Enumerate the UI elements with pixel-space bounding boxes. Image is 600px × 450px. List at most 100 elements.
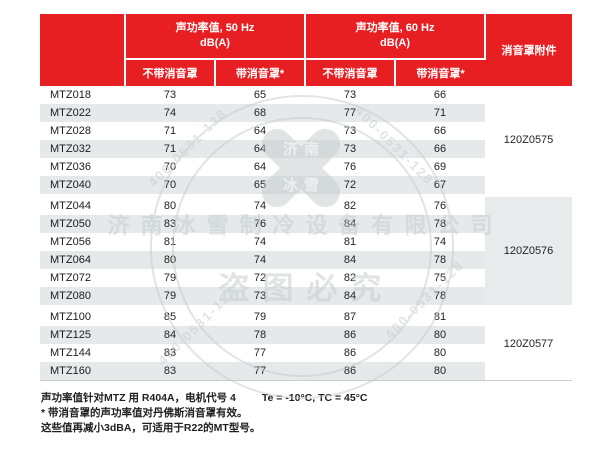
model-cell: MTZ050 xyxy=(40,215,125,233)
value-cell: 66 xyxy=(433,125,447,137)
subheader-60hz-with-hood: 带消音罩* xyxy=(395,59,486,86)
value-cell: 79 xyxy=(163,272,177,284)
group-gap xyxy=(40,305,573,308)
value-cell: 81 xyxy=(163,236,177,248)
header-row-groups: 声功率值, 50 Hz dB(A) 声功率值, 60 Hz dB(A) 消音罩附… xyxy=(40,14,573,86)
footnote-conditions: Te = -10°C, TC = 45°C xyxy=(261,392,368,404)
value-cell: 83 xyxy=(163,347,177,359)
header-60hz-unit: dB(A) xyxy=(380,37,410,49)
model-cell: MTZ028 xyxy=(50,125,91,137)
header-row-subcolumns: 不带消音罩 带消音罩* 不带消音罩 带消音罩* xyxy=(40,59,572,86)
footnote-line-1: 声功率值针对MTZ 用 R404A，电机代号 4 Te = -10°C, TC … xyxy=(41,391,581,406)
model-cell: MTZ036 xyxy=(50,161,91,173)
table-row: MTZ050 83 76 84 78 xyxy=(40,215,572,233)
model-cell: MTZ040 xyxy=(40,176,125,194)
table-row: MTZ100 85 79 87 81 120Z0577 xyxy=(40,308,573,381)
value-cell: 64 xyxy=(215,140,306,158)
model-cell: MTZ044 xyxy=(50,200,91,212)
value-cell: 84 xyxy=(305,251,396,269)
model-cell: MTZ160 xyxy=(40,362,125,381)
footnote-line-3: 这些值再减小3dBA，可适用于R22的MT型号。 xyxy=(41,422,261,434)
value-cell: 80 xyxy=(163,200,177,212)
header-50hz-unit: dB(A) xyxy=(200,37,230,49)
value-cell: 84 xyxy=(305,215,396,233)
table-body: MTZ018 73 65 73 66 120Z0575 MTZ022 74 68 77 71 MTZ0… xyxy=(40,86,573,381)
model-cell: MTZ018 xyxy=(50,89,91,101)
value-cell: 74 xyxy=(433,236,447,248)
value-cell: 78 xyxy=(395,215,486,233)
value-cell: 66 xyxy=(433,89,447,101)
value-cell: 73 xyxy=(163,89,177,101)
value-cell: 74 xyxy=(215,251,306,269)
value-cell: 81 xyxy=(343,236,357,248)
value-cell: 79 xyxy=(125,287,215,305)
value-cell: 86 xyxy=(305,362,396,381)
value-cell: 76 xyxy=(433,200,447,212)
footnote-line-2: * 带消音罩的声功率值对丹佛斯消音罩有效。 xyxy=(41,407,248,419)
value-cell: 76 xyxy=(343,161,357,173)
value-cell: 72 xyxy=(305,176,396,194)
model-cell: MTZ032 xyxy=(40,140,125,158)
value-cell: 71 xyxy=(163,125,177,137)
value-cell: 68 xyxy=(215,104,306,122)
value-cell: 82 xyxy=(343,272,357,284)
footnotes: 声功率值针对MTZ 用 R404A，电机代号 4 Te = -10°C, TC … xyxy=(41,391,581,436)
value-cell: 76 xyxy=(215,215,306,233)
header-corner-cell xyxy=(40,14,126,86)
model-cell: MTZ064 xyxy=(40,251,125,269)
value-cell: 84 xyxy=(305,287,396,305)
model-cell: MTZ056 xyxy=(50,236,91,248)
table-header: 声功率值, 50 Hz dB(A) 声功率值, 60 Hz dB(A) 消音罩附… xyxy=(40,14,573,86)
value-cell: 85 xyxy=(163,311,177,323)
model-cell: MTZ100 xyxy=(50,311,91,323)
attachment-code-cell: 120Z0576 xyxy=(485,197,573,305)
value-cell: 73 xyxy=(305,140,396,158)
value-cell: 83 xyxy=(125,362,215,381)
value-cell: 80 xyxy=(125,251,215,269)
value-cell: 86 xyxy=(343,347,357,359)
value-cell: 77 xyxy=(253,347,267,359)
table-row: MTZ080 79 73 84 78 xyxy=(40,287,572,305)
value-cell: 77 xyxy=(215,362,306,381)
attachment-code-cell: 120Z0575 xyxy=(485,86,573,194)
value-cell: 87 xyxy=(343,311,357,323)
value-cell: 78 xyxy=(395,251,486,269)
value-cell: 80 xyxy=(395,362,486,381)
value-cell: 64 xyxy=(253,161,267,173)
value-cell: 67 xyxy=(395,176,486,194)
value-cell: 83 xyxy=(125,215,215,233)
value-cell: 75 xyxy=(433,272,447,284)
value-cell: 78 xyxy=(395,287,486,305)
value-cell: 73 xyxy=(343,125,357,137)
value-cell: 74 xyxy=(253,236,267,248)
header-50hz-group: 声功率值, 50 Hz dB(A) xyxy=(125,14,307,60)
value-cell: 71 xyxy=(125,140,215,158)
header-60hz-title: 声功率值, 60 Hz xyxy=(355,22,435,34)
value-cell: 78 xyxy=(215,326,306,344)
header-60hz-group: 声功率值, 60 Hz dB(A) xyxy=(305,14,487,60)
value-cell: 74 xyxy=(125,104,215,122)
header-50hz-title: 声功率值, 50 Hz xyxy=(175,22,255,34)
footnote-refrigerant: 声功率值针对MTZ 用 R404A，电机代号 4 xyxy=(41,392,236,404)
value-cell: 71 xyxy=(395,104,486,122)
table-row: MTZ018 73 65 73 66 120Z0575 xyxy=(40,86,573,194)
value-cell: 69 xyxy=(433,161,447,173)
subheader-50hz-with-hood: 带消音罩* xyxy=(215,59,307,86)
table-row: MTZ044 80 74 82 76 120Z0576 xyxy=(40,197,573,305)
value-cell: 73 xyxy=(343,89,357,101)
attachment-code-cell: 120Z0577 xyxy=(485,308,573,381)
value-cell: 81 xyxy=(433,311,447,323)
value-cell: 80 xyxy=(433,347,447,359)
model-cell: MTZ080 xyxy=(40,287,125,305)
model-cell: MTZ125 xyxy=(40,326,125,344)
table-row: MTZ056 81 74 81 74 xyxy=(40,233,572,251)
model-cell: MTZ144 xyxy=(50,347,91,359)
value-cell: 64 xyxy=(253,125,267,137)
subheader-50hz-no-hood: 不带消音罩 xyxy=(125,59,216,86)
subheader-60hz-no-hood: 不带消音罩 xyxy=(305,59,397,86)
table-row: MTZ125 84 78 86 80 xyxy=(40,326,572,344)
value-cell: 73 xyxy=(215,287,306,305)
table-row: MTZ064 80 74 84 78 xyxy=(40,251,572,269)
sound-power-table: 声功率值, 50 Hz dB(A) 声功率值, 60 Hz dB(A) 消音罩附… xyxy=(40,14,573,381)
